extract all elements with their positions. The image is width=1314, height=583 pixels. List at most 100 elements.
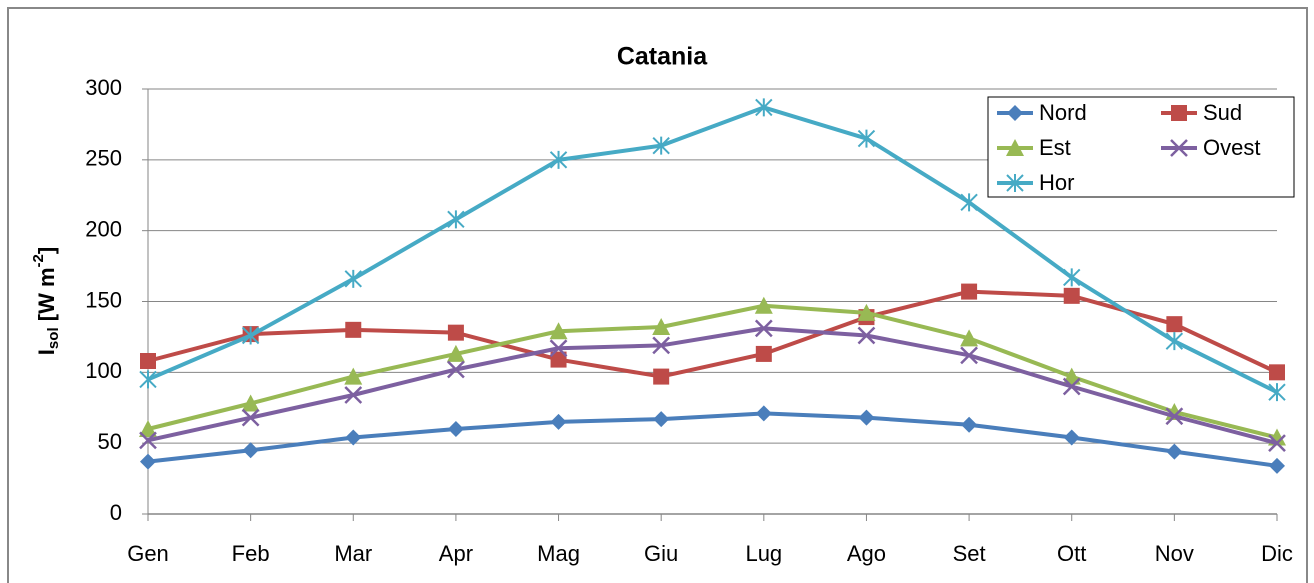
legend-label: Ovest (1203, 135, 1260, 160)
marker (1007, 105, 1023, 121)
marker (755, 405, 772, 422)
x-tick-label: Ott (1057, 541, 1086, 566)
legend-label: Sud (1203, 100, 1242, 125)
marker (549, 339, 568, 358)
marker (1165, 332, 1184, 351)
marker (1165, 407, 1184, 426)
marker (960, 346, 978, 365)
marker (1063, 429, 1080, 446)
x-tick-label: Mar (334, 541, 372, 566)
marker (1166, 316, 1183, 333)
marker (960, 193, 978, 212)
chart-title: Catania (617, 43, 708, 71)
marker (960, 329, 979, 347)
marker (857, 303, 876, 321)
marker (447, 360, 465, 379)
y-tick-label: 200 (85, 216, 122, 241)
x-tick-label: Mag (537, 541, 580, 566)
marker (652, 136, 670, 155)
x-tick-label: Set (953, 541, 986, 566)
marker (1006, 139, 1024, 156)
y-label-part: sol (45, 327, 62, 349)
x-tick-label: Apr (439, 541, 473, 566)
marker (1006, 174, 1024, 192)
y-tick-label: 150 (85, 287, 122, 312)
marker (755, 345, 772, 362)
marker (754, 296, 773, 314)
marker (961, 283, 978, 300)
marker (140, 453, 156, 470)
y-label-part: I (34, 349, 59, 355)
marker (139, 431, 157, 450)
marker (1268, 383, 1286, 402)
marker (961, 416, 978, 433)
marker (447, 421, 464, 437)
x-tick-label: Nov (1155, 541, 1194, 566)
marker (653, 411, 670, 428)
y-tick-label: 100 (85, 358, 122, 383)
x-tick-label: Ago (847, 541, 886, 566)
marker (549, 322, 568, 340)
marker (1269, 457, 1285, 474)
marker (447, 210, 465, 229)
marker (857, 129, 876, 148)
marker (858, 409, 875, 426)
x-tick-label: Lug (745, 541, 782, 566)
y-label-part: [W m (34, 267, 59, 327)
marker (550, 413, 567, 430)
x-tick-label: Dic (1261, 541, 1293, 566)
legend-label: Nord (1039, 100, 1087, 125)
x-tick-label: Gen (127, 541, 169, 566)
marker (1171, 105, 1187, 121)
legend-label: Hor (1039, 170, 1074, 195)
y-tick-label: 50 (98, 429, 122, 454)
y-label-part: ] (34, 247, 59, 254)
y-tick-label: 250 (85, 146, 122, 171)
marker (550, 351, 567, 368)
marker (140, 353, 156, 369)
y-axis-label: Isol [W m-2] (30, 247, 62, 355)
marker (345, 429, 362, 446)
series-line (147, 289, 1278, 379)
marker (242, 442, 259, 459)
marker (653, 368, 670, 385)
y-tick-label: 300 (85, 75, 122, 100)
marker (1063, 287, 1080, 304)
marker (754, 319, 773, 338)
marker (446, 344, 465, 362)
marker (857, 326, 876, 345)
marker (344, 269, 362, 288)
marker (241, 394, 260, 412)
marker (241, 326, 260, 345)
marker (139, 420, 157, 437)
marker (139, 370, 157, 389)
marker (344, 367, 363, 385)
legend-box (987, 96, 1295, 198)
marker (1269, 364, 1285, 381)
y-tick-label: 0 (110, 500, 122, 525)
series-line (147, 326, 1278, 446)
marker (344, 386, 363, 404)
legend: Nord Sud Est Ovest Hor (987, 96, 1295, 198)
chart-frame (7, 7, 1308, 583)
marker (1062, 377, 1081, 396)
marker (1063, 268, 1081, 287)
x-tick-label: Feb (232, 541, 270, 566)
x-tick-label: Giu (644, 541, 678, 566)
marker (241, 408, 260, 427)
marker (345, 321, 362, 338)
series-line (147, 105, 1278, 394)
marker (755, 98, 773, 117)
series-line (147, 411, 1278, 468)
marker (652, 318, 671, 335)
marker (1170, 139, 1188, 157)
marker (549, 150, 568, 169)
legend-label: Est (1039, 135, 1071, 160)
marker (652, 336, 671, 355)
marker (447, 324, 464, 341)
series-line (147, 303, 1278, 440)
marker (1268, 434, 1286, 453)
marker (1166, 443, 1183, 460)
